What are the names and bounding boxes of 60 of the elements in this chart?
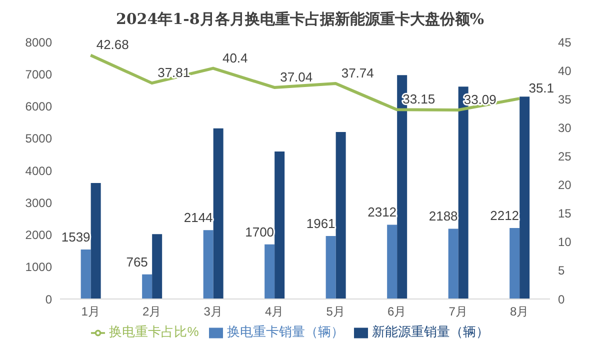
y2-tick-label: 45: [558, 35, 572, 50]
y2-tick-label: 30: [558, 120, 572, 135]
y-tick-label: 6000: [25, 100, 52, 114]
bar: [90, 183, 101, 299]
y-tick-label: 0: [45, 292, 52, 306]
y2-tick-label: 40: [558, 64, 572, 78]
bar: [510, 228, 520, 299]
y-tick-label: 4000: [25, 164, 52, 178]
y-tick-label: 3000: [25, 196, 52, 210]
y-tick-label: 7000: [25, 67, 52, 82]
x-tick-label: 5月: [326, 304, 345, 319]
data-label: 37.04: [280, 69, 313, 84]
bar: [80, 250, 91, 299]
y2-tick-label: 20: [558, 178, 572, 192]
y2-tick-label: 5: [558, 264, 565, 278]
bar: [213, 128, 224, 299]
data-label: 2212: [490, 208, 520, 223]
data-label: 35.1: [528, 80, 554, 96]
bar: [274, 152, 285, 299]
data-label: 37.81: [158, 65, 190, 80]
bar: [264, 244, 275, 299]
y2-tick-label: 25: [558, 149, 572, 164]
bar: [326, 236, 336, 299]
data-label: 1700: [245, 224, 274, 240]
bar: [448, 228, 458, 299]
data-label: 2312: [368, 204, 397, 220]
y-tick-label: 5000: [25, 132, 52, 146]
data-label: 765: [126, 254, 148, 270]
x-tick-label: 8月: [510, 304, 529, 319]
data-label: 1961: [306, 216, 336, 232]
data-label: 2188: [428, 208, 458, 224]
y-tick-label: 8000: [25, 35, 52, 50]
data-label: 40.4: [222, 50, 248, 66]
legend-label: 新能源重销量（辆）: [372, 324, 489, 339]
y2-tick-label: 10: [558, 235, 572, 250]
x-tick-label: 6月: [388, 304, 406, 319]
y2-tick-label: 35: [558, 92, 572, 106]
x-tick-label: 4月: [265, 304, 284, 319]
legend-label: 换电重卡占比%: [109, 324, 199, 339]
y-tick-label: 2000: [25, 228, 52, 242]
bar: [152, 234, 162, 299]
bar: [387, 224, 398, 299]
y2-tick-label: 15: [558, 206, 572, 221]
data-label: 2144: [184, 210, 213, 226]
x-tick-label: 3月: [204, 304, 222, 319]
legend-label: 换电重卡销量（辆）: [226, 324, 344, 339]
bar: [203, 230, 214, 299]
data-label: 1539: [61, 230, 90, 245]
bar: [142, 274, 152, 299]
x-tick-label: 2月: [142, 304, 162, 319]
y2-tick-label: 0: [558, 292, 565, 306]
y-tick-label: 1000: [25, 260, 52, 274]
chart-title: 2024年1-8月各月换电重卡占据新能源重卡大盘份额%: [114, 10, 486, 30]
x-tick-label: 1月: [81, 304, 100, 319]
bar: [336, 132, 346, 299]
line-series: [89, 54, 521, 112]
bar: [520, 96, 530, 299]
x-tick-label: 7月: [448, 304, 468, 319]
data-label: 42.68: [96, 37, 129, 52]
data-label: 37.74: [341, 65, 374, 80]
